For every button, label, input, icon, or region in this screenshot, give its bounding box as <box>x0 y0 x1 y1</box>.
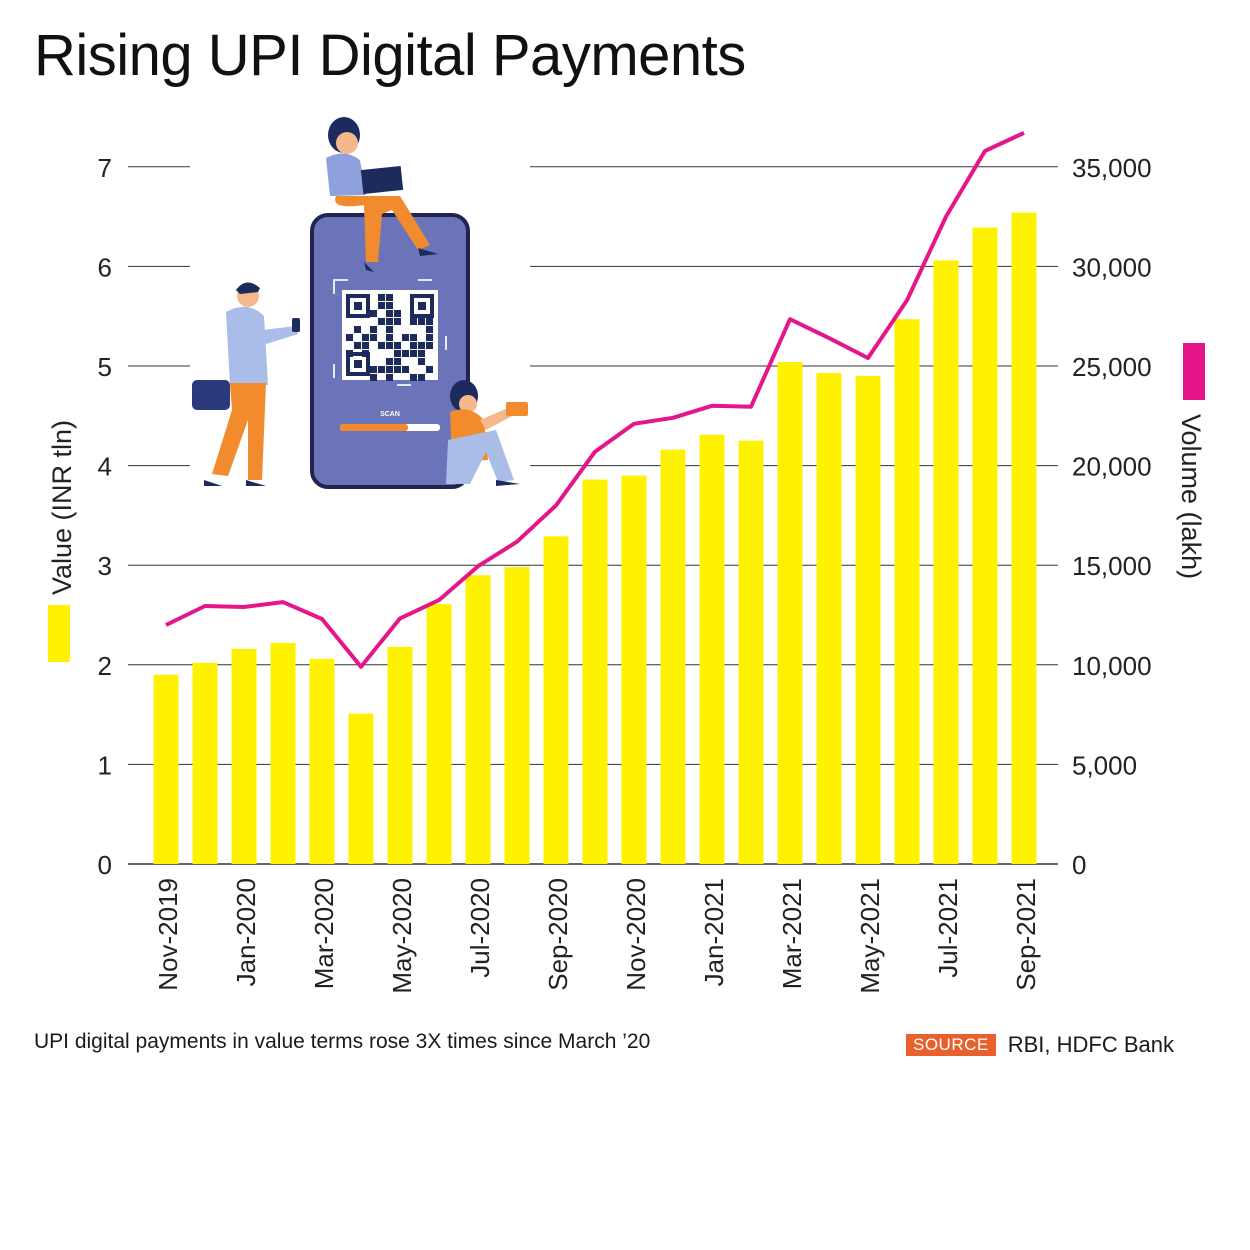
value-legend-swatch <box>48 605 70 662</box>
value-bar <box>153 674 179 864</box>
qr-modules <box>346 294 434 381</box>
value-bar <box>426 604 452 864</box>
value-bar <box>1011 212 1037 865</box>
source-badge: SOURCE <box>906 1034 996 1056</box>
x-tick-label: Sep-2020 <box>543 878 573 991</box>
x-tick-label: Nov-2020 <box>621 878 651 991</box>
left-tick-label: 7 <box>98 153 112 183</box>
right-tick-label: 15,000 <box>1072 551 1152 581</box>
left-axis-label: Value (INR tln) <box>47 420 77 595</box>
value-bar <box>699 434 725 864</box>
left-axis-ticks: 0 1 2 3 4 5 6 7 <box>98 153 112 880</box>
left-tick-label: 5 <box>98 352 112 382</box>
right-axis-ticks: 0 5,000 10,000 15,000 20,000 25,000 30,000 35,0… <box>1072 153 1152 880</box>
left-tick-label: 4 <box>98 452 112 482</box>
value-bar <box>543 536 569 864</box>
value-bar <box>660 449 686 864</box>
x-tick-label: May-2021 <box>855 878 885 994</box>
right-tick-label: 25,000 <box>1072 352 1152 382</box>
value-bar <box>738 440 764 864</box>
value-bar <box>777 362 803 864</box>
volume-legend-swatch <box>1183 343 1205 400</box>
x-tick-label: Jan-2020 <box>231 878 261 986</box>
value-bar <box>621 475 647 864</box>
value-bar <box>348 713 374 864</box>
x-tick-label: Mar-2021 <box>777 878 807 989</box>
left-tick-label: 0 <box>98 850 112 880</box>
right-axis-label: Volume (lakh) <box>1176 414 1206 579</box>
source-note: SOURCE RBI, HDFC Bank <box>906 1032 1174 1058</box>
left-tick-label: 1 <box>98 750 112 780</box>
qr-scan-label: SCAN <box>380 411 400 418</box>
x-tick-label: May-2020 <box>387 878 417 994</box>
value-bar <box>855 375 881 864</box>
right-tick-label: 30,000 <box>1072 252 1152 282</box>
qr-payment-illustration: SCAN <box>190 115 530 495</box>
value-bar <box>816 372 842 864</box>
value-bar <box>309 658 335 864</box>
right-tick-label: 5,000 <box>1072 750 1137 780</box>
value-bar <box>231 648 257 864</box>
value-bar <box>894 319 920 864</box>
value-bar <box>192 662 218 864</box>
left-tick-label: 3 <box>98 551 112 581</box>
left-axis-legend: Value (INR tln) <box>47 420 77 662</box>
x-tick-label: Mar-2020 <box>309 878 339 989</box>
right-axis-legend: Volume (lakh) <box>1176 343 1206 579</box>
source-text: RBI, HDFC Bank <box>1007 1032 1174 1057</box>
right-tick-label: 0 <box>1072 850 1086 880</box>
chart-caption: UPI digital payments in value terms rose… <box>34 1030 651 1053</box>
x-tick-label: Sep-2021 <box>1011 878 1041 991</box>
value-bar <box>270 642 296 864</box>
right-tick-label: 20,000 <box>1072 452 1152 482</box>
left-tick-label: 6 <box>98 252 112 282</box>
value-bar <box>465 575 491 864</box>
x-axis-ticks: Nov-2019 Jan-2020 Mar-2020 May-2020 Jul-2020… <box>153 878 1041 994</box>
value-bars <box>153 212 1037 865</box>
value-bar <box>504 567 530 864</box>
right-tick-label: 10,000 <box>1072 651 1152 681</box>
value-bar <box>933 260 959 864</box>
x-tick-label: Nov-2019 <box>153 878 183 991</box>
left-tick-label: 2 <box>98 651 112 681</box>
value-bar <box>387 646 413 864</box>
x-tick-label: Jul-2021 <box>933 878 963 978</box>
value-bar <box>582 479 608 864</box>
woman-with-card-icon <box>446 380 528 486</box>
scan-progress-fill <box>340 424 408 431</box>
x-tick-label: Jul-2020 <box>465 878 495 978</box>
chart-title: Rising UPI Digital Payments <box>34 23 746 88</box>
woman-laptop-icon <box>326 117 438 272</box>
volume-line <box>165 131 1025 669</box>
man-with-bag-icon <box>192 282 300 486</box>
x-tick-label: Jan-2021 <box>699 878 729 986</box>
value-bar <box>972 227 998 864</box>
right-tick-label: 35,000 <box>1072 153 1152 183</box>
